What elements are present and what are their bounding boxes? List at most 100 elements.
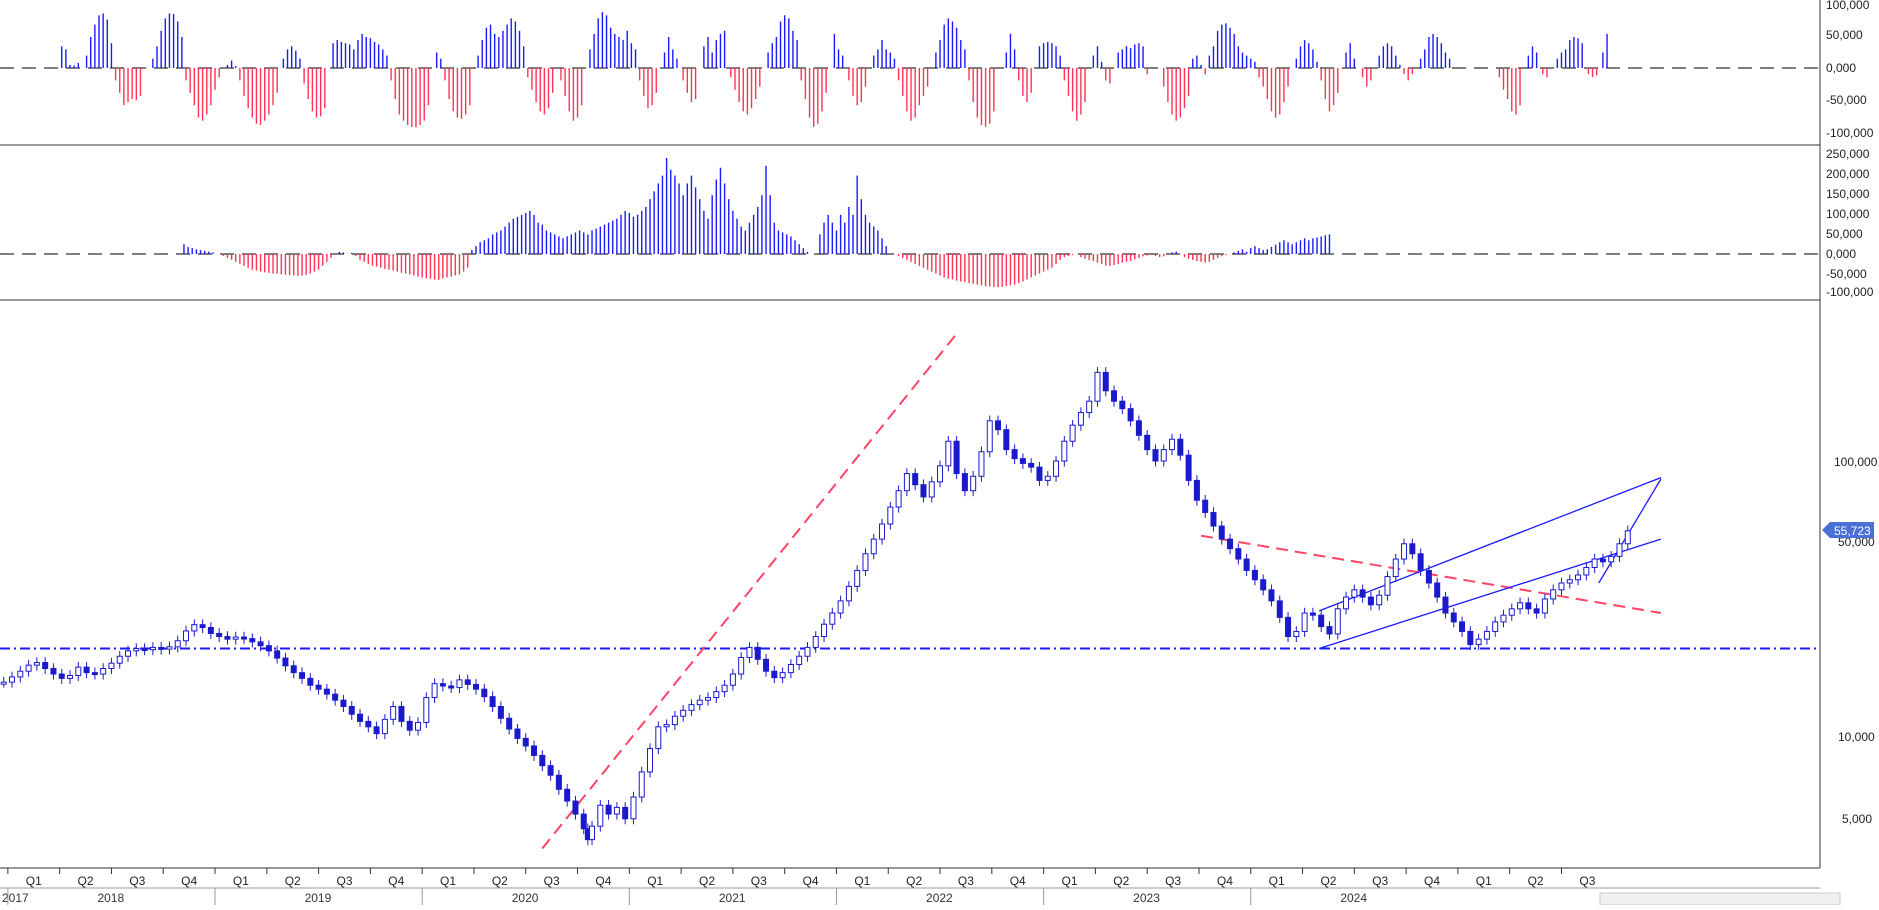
candle-body [531, 745, 538, 756]
middle-axis-label: 100,000 [1826, 207, 1870, 221]
candle-body [1077, 412, 1084, 426]
candle-body [33, 662, 40, 666]
candle-body [721, 684, 728, 693]
candle-body [1525, 602, 1532, 610]
scrollbar-track[interactable] [1599, 892, 1841, 906]
quarter-tick-label: Q3 [958, 874, 974, 888]
candle-body [1309, 612, 1316, 616]
candle-body [1227, 538, 1234, 550]
middle-panel-y-axis: 250,000 200,000 150,000 100,000 50,000 0… [1826, 147, 1874, 299]
top-panel-y-axis: 100,000 50,000 0,000 -50,000 -100,000 [1826, 0, 1874, 140]
candle-body [837, 600, 844, 614]
candle-body [812, 636, 819, 648]
candle-body [887, 506, 894, 525]
candle-body [605, 804, 612, 815]
candle-body [854, 569, 861, 587]
candle-body [920, 484, 927, 498]
candle-body [406, 720, 413, 731]
candle-body [1558, 582, 1565, 591]
year-label: 2018 [97, 891, 124, 905]
candle-body [1434, 582, 1441, 598]
year-label: 2022 [926, 891, 953, 905]
candle-body [1036, 466, 1043, 481]
candle-body [348, 706, 355, 715]
candle-body [572, 800, 579, 815]
quarter-tick-label: Q4 [1217, 874, 1233, 888]
candle-body [1442, 596, 1449, 614]
candle-body [937, 465, 944, 483]
candle-body [580, 813, 587, 830]
candle-body [50, 667, 57, 675]
main-axis-label: 100,000 [1834, 455, 1878, 469]
candle-body [953, 440, 960, 475]
candle-body [1260, 579, 1267, 591]
candle-body [1202, 499, 1209, 513]
candle-body [241, 636, 248, 640]
candle-body [1599, 558, 1606, 563]
candle-body [100, 667, 107, 675]
candle-body [1450, 612, 1457, 623]
candle-body [1533, 608, 1540, 614]
candle-body [1616, 543, 1623, 557]
candle-body [1293, 630, 1300, 638]
candle-body [862, 553, 869, 571]
candle-body [978, 451, 985, 477]
candle-body [1541, 598, 1548, 614]
candle-body [448, 685, 455, 689]
candle-body [638, 771, 645, 798]
candle-body [315, 684, 322, 690]
quarter-tick-label: Q4 [181, 874, 197, 888]
quarter-tick-label: Q2 [1528, 874, 1544, 888]
candle-body [928, 481, 935, 498]
candle-body [158, 646, 165, 650]
quarter-tick-label: Q3 [1372, 874, 1388, 888]
middle-axis-label: 150,000 [1826, 187, 1870, 201]
candle-body [1343, 596, 1350, 610]
candle-body [1135, 420, 1142, 436]
quarter-tick-label: Q1 [440, 874, 456, 888]
candle-body [1359, 589, 1366, 598]
candle-body [282, 657, 289, 667]
candle-body [1086, 400, 1093, 414]
candle-body [91, 672, 98, 676]
candle-body [464, 679, 471, 685]
candle-body [1177, 438, 1184, 456]
candle-body [1459, 621, 1466, 632]
candle-body [323, 688, 330, 695]
candle-body [249, 638, 256, 643]
candle-body [1318, 614, 1325, 628]
candle-body [564, 788, 571, 802]
candle-body [688, 704, 695, 711]
candle-body [481, 688, 488, 698]
candle-body [381, 718, 388, 735]
candle-body [945, 440, 952, 467]
candle-body [1425, 569, 1432, 584]
candle-body [299, 672, 306, 679]
quarter-tick-label: Q1 [26, 874, 42, 888]
candle-body [415, 721, 422, 731]
candle-body [986, 420, 993, 453]
candle-body [58, 673, 65, 679]
candle-body [1351, 589, 1358, 598]
candle-body [67, 674, 74, 679]
main-axis-label: 10,000 [1838, 730, 1875, 744]
candle-body [713, 691, 720, 699]
candle-body [166, 646, 173, 650]
top-axis-label: -100,000 [1826, 126, 1874, 140]
scrollbar[interactable] [1599, 892, 1841, 906]
top-axis-label: 100,000 [1826, 0, 1870, 12]
candle-body [149, 646, 156, 651]
candle-body [1011, 449, 1018, 460]
quarter-tick-label: Q4 [388, 874, 404, 888]
candle-body [738, 656, 745, 675]
candle-body [1218, 525, 1225, 540]
candle-body [1276, 600, 1283, 618]
candle-body [1144, 434, 1151, 451]
year-label: 2024 [1340, 891, 1367, 905]
candle-body [829, 612, 836, 625]
candle-body [1500, 614, 1507, 623]
candle-body [1608, 555, 1615, 563]
quarter-tick-label: Q2 [1113, 874, 1129, 888]
candle-body [0, 681, 7, 685]
candle-body [1301, 612, 1308, 632]
